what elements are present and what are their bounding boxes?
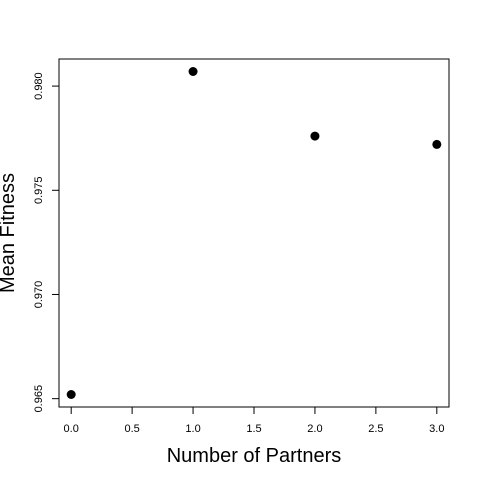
- plot-frame: [58, 58, 450, 408]
- y-tick-label: 0.975: [33, 177, 45, 205]
- y-axis: 0.965 0.970 0.975 0.980: [33, 72, 60, 413]
- y-tick-label: 0.965: [33, 385, 45, 413]
- x-tick-label: 0.0: [64, 423, 79, 435]
- x-tick-label: 1.5: [246, 423, 261, 435]
- x-axis-title: Number of Partners: [167, 445, 342, 467]
- x-axis: 0.0 0.5 1.0 1.5 2.0 2.5 3.0: [64, 406, 444, 435]
- x-tick-label: 0.5: [124, 423, 139, 435]
- data-point: [310, 131, 320, 141]
- x-tick-label: 2.5: [368, 423, 383, 435]
- data-point: [432, 139, 442, 149]
- data-point: [188, 67, 198, 77]
- y-axis-title: Mean Fitness: [0, 173, 19, 293]
- y-tick-label: 0.970: [33, 281, 45, 309]
- x-tick-label: 2.0: [307, 423, 322, 435]
- y-tick-label: 0.980: [33, 72, 45, 100]
- x-tick-label: 1.0: [185, 423, 200, 435]
- data-point: [66, 389, 76, 399]
- x-tick-label: 3.0: [429, 423, 444, 435]
- data-points: [66, 67, 442, 399]
